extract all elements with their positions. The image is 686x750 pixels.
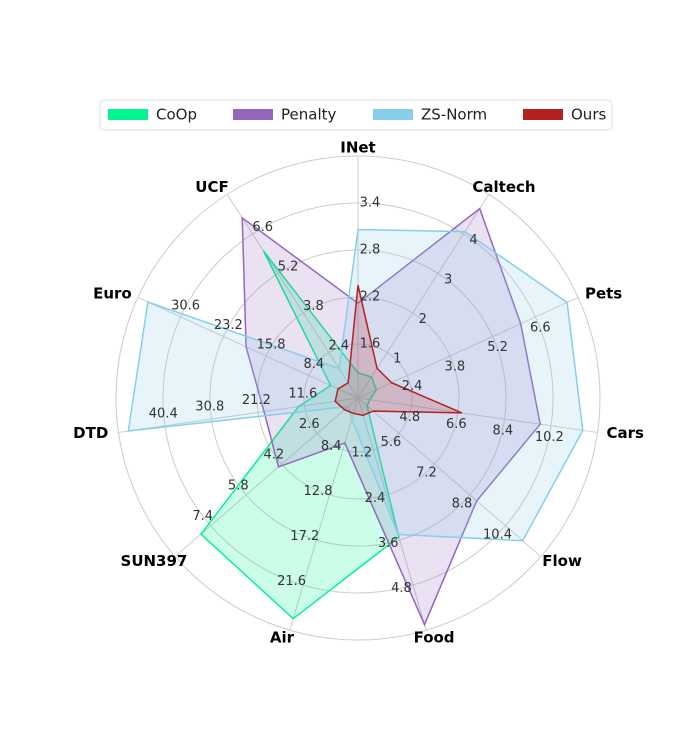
tick-label: 30.6: [171, 299, 200, 314]
tick-label: 3: [444, 272, 452, 287]
tick-label: 7.2: [416, 466, 437, 481]
axis-label: SUN397: [121, 552, 188, 570]
tick-label: 17.2: [290, 529, 319, 544]
series-area: [241, 207, 542, 627]
axis-label: DTD: [73, 424, 108, 442]
tick-label: 5.2: [487, 340, 508, 355]
axis-line: [357, 397, 542, 557]
legend-label: Penalty: [281, 106, 336, 124]
tick-label: 2.4: [402, 379, 423, 394]
axis-label: Caltech: [472, 178, 535, 196]
axis-line: [357, 397, 598, 433]
axis-label: Euro: [93, 285, 132, 303]
legend: CoOp Penalty ZS-Norm Ours: [99, 99, 613, 131]
tick-label: 8.4: [492, 423, 513, 438]
tick-label: 5.8: [228, 478, 249, 493]
tick-label: 4.8: [399, 410, 420, 425]
tick-label: 4.8: [391, 581, 412, 596]
tick-label: 10.2: [535, 430, 564, 445]
series-area: [127, 228, 584, 542]
axis-line: [289, 397, 359, 631]
axis-label: Air: [270, 628, 295, 646]
tick-labels: INet 1.6 2.2 2.8 3.4 Caltech 1 2 3 4 Pets 2.4 3.8 5.2…: [73, 139, 644, 647]
tick-label: 5.2: [278, 259, 299, 274]
series-layer: [127, 207, 584, 627]
axis-label: Cars: [607, 424, 645, 442]
tick-label: 10.4: [483, 527, 512, 542]
tick-label: 23.2: [214, 318, 243, 333]
tick-label: 7.4: [192, 509, 213, 524]
tick-label: 12.8: [304, 484, 333, 499]
axis-line: [174, 397, 359, 557]
axis-line: [226, 194, 359, 399]
tick-label: 8.8: [452, 497, 473, 512]
tick-label: 11.6: [288, 386, 317, 401]
axis-line: [118, 397, 359, 433]
axis-label: Flow: [542, 552, 582, 570]
legend-swatch: [373, 109, 413, 120]
legend-label: CoOp: [156, 106, 197, 124]
tick-label: 6.6: [530, 320, 551, 335]
tick-label: 8.4: [303, 357, 324, 372]
tick-label: 3.6: [378, 536, 399, 551]
tick-label: 2.4: [329, 339, 350, 354]
series-area: [199, 250, 400, 620]
axis-line: [357, 194, 490, 399]
tick-label: 6.6: [446, 417, 467, 432]
legend-swatch: [233, 109, 273, 120]
tick-label: 40.4: [149, 406, 178, 421]
tick-label: 8.4: [321, 439, 342, 454]
legend-swatch: [523, 109, 563, 120]
tick-label: 6.6: [252, 220, 273, 235]
legend-label: ZS-Norm: [421, 106, 487, 124]
tick-label: 3.8: [445, 359, 466, 374]
tick-label: 4: [469, 233, 477, 248]
tick-label: 30.8: [195, 400, 224, 415]
tick-label: 2.4: [365, 491, 386, 506]
series-area: [334, 285, 463, 417]
axis-label: Food: [414, 628, 455, 646]
tick-label: 1.2: [351, 446, 372, 461]
tick-label: 5.6: [381, 435, 402, 450]
grid: [115, 155, 601, 641]
legend-label: Ours: [571, 106, 606, 124]
tick-label: 3.4: [360, 195, 381, 210]
tick-label: 2.2: [360, 289, 381, 304]
tick-label: 3.8: [303, 299, 324, 314]
axis-line: [357, 297, 579, 399]
axis-line: [357, 397, 427, 631]
axis-label: UCF: [195, 178, 228, 196]
tick-label: 21.2: [242, 393, 271, 408]
tick-label: 1.6: [360, 336, 381, 351]
legend-box: [99, 99, 613, 131]
tick-label: 1: [393, 352, 401, 367]
tick-label: 2.6: [299, 417, 320, 432]
legend-swatch: [108, 109, 148, 120]
tick-label: 21.6: [277, 574, 306, 589]
tick-label: 2: [419, 312, 427, 327]
axis-label: Pets: [585, 285, 622, 303]
tick-label: 2.8: [360, 242, 381, 257]
tick-label: 15.8: [257, 338, 286, 353]
axis-label: INet: [340, 139, 375, 157]
tick-label: 4.2: [263, 448, 284, 463]
axis-line: [137, 297, 359, 399]
